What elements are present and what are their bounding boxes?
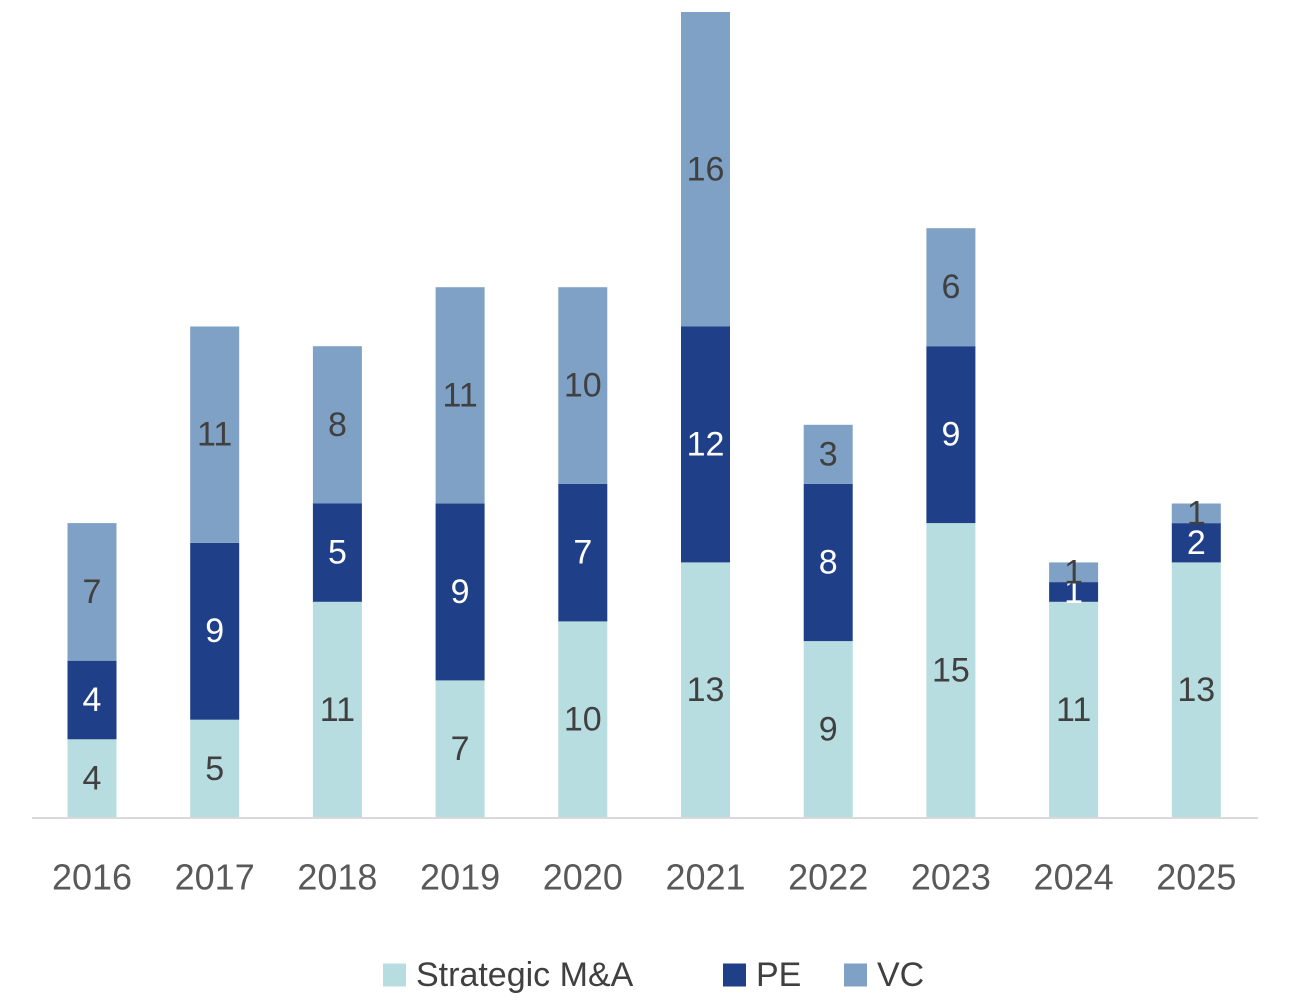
bar-pe-2018 [312, 503, 362, 602]
x-tick-label-2021: 2021 [665, 857, 745, 898]
data-label-strategic-m-a-2025: 13 [1177, 671, 1215, 709]
data-label-vc-2020: 10 [564, 367, 602, 405]
data-label-vc-2021: 16 [687, 150, 725, 188]
bar-pe-2025 [1171, 523, 1221, 563]
data-label-pe-2024: 1 [1064, 573, 1083, 611]
bar-vc-2017 [190, 326, 240, 543]
x-tick-label-2022: 2022 [788, 857, 868, 898]
x-tick-label-2023: 2023 [911, 857, 991, 898]
x-tick-label-2016: 2016 [52, 857, 132, 898]
data-label-strategic-m-a-2017: 5 [205, 750, 224, 788]
data-label-vc-2023: 6 [941, 268, 960, 306]
data-label-vc-2024: 1 [1064, 553, 1083, 591]
bar-vc-2025 [1171, 503, 1221, 524]
legend: Strategic M&A PE VC [383, 956, 924, 994]
bar-strategic-m-a-2017 [190, 719, 240, 818]
legend-label-vc: VC [877, 956, 924, 994]
data-label-vc-2019: 11 [442, 376, 477, 414]
bars-layer: 4475911115879111071013121698315961111132… [67, 12, 1221, 818]
x-tick-label-2025: 2025 [1156, 857, 1236, 898]
data-label-pe-2020: 7 [573, 534, 592, 572]
x-tick-label-2020: 2020 [543, 857, 623, 898]
bar-vc-2024 [1049, 562, 1099, 583]
x-tick-label-2018: 2018 [297, 857, 377, 898]
bar-pe-2023 [926, 346, 976, 524]
bar-vc-2019 [435, 287, 485, 504]
data-label-vc-2017: 11 [197, 416, 232, 454]
data-label-strategic-m-a-2021: 13 [687, 671, 725, 709]
legend-swatch-strategic-m-a [383, 963, 406, 987]
bar-vc-2018 [312, 346, 362, 504]
legend-swatch-vc [844, 963, 867, 987]
data-label-strategic-m-a-2024: 11 [1056, 691, 1091, 729]
data-label-vc-2025: 1 [1187, 494, 1206, 532]
data-label-strategic-m-a-2023: 15 [932, 652, 970, 690]
legend-label-pe: PE [756, 956, 801, 994]
bar-vc-2022 [803, 424, 853, 484]
bar-pe-2017 [190, 542, 240, 720]
bar-strategic-m-a-2022 [803, 641, 853, 818]
data-label-vc-2022: 3 [819, 435, 838, 473]
data-label-vc-2016: 7 [83, 573, 102, 611]
bar-pe-2016 [67, 660, 117, 740]
bar-vc-2023 [926, 228, 976, 347]
bar-pe-2020 [558, 483, 608, 622]
bar-vc-2021 [681, 12, 730, 327]
bar-pe-2021 [681, 326, 730, 563]
data-label-vc-2018: 8 [328, 406, 347, 444]
data-label-strategic-m-a-2020: 10 [564, 701, 602, 739]
bar-strategic-m-a-2018 [312, 601, 362, 818]
bar-strategic-m-a-2016 [67, 739, 117, 818]
bar-strategic-m-a-2020 [558, 621, 608, 818]
data-label-pe-2025: 2 [1187, 524, 1206, 562]
bar-vc-2016 [67, 523, 117, 661]
bar-strategic-m-a-2024 [1049, 601, 1099, 818]
bar-strategic-m-a-2023 [926, 523, 976, 818]
data-label-pe-2021: 12 [687, 426, 725, 464]
x-tick-label-2024: 2024 [1034, 857, 1114, 898]
x-tick-label-2019: 2019 [420, 857, 500, 898]
bar-pe-2019 [435, 503, 485, 681]
bar-pe-2022 [803, 483, 853, 642]
data-label-strategic-m-a-2022: 9 [819, 711, 838, 749]
data-label-strategic-m-a-2016: 4 [83, 760, 102, 798]
x-tick-labels: 2016 2017 2018 2019 2020 2021 2022 2023 2024 2025 [52, 857, 1236, 898]
x-tick-label-2017: 2017 [175, 857, 255, 898]
data-label-pe-2022: 8 [819, 543, 838, 581]
bar-strategic-m-a-2025 [1171, 562, 1221, 818]
legend-swatch-pe [723, 963, 746, 987]
data-label-strategic-m-a-2018: 11 [320, 691, 355, 729]
data-label-pe-2017: 9 [205, 612, 224, 650]
bar-vc-2020 [558, 287, 608, 484]
data-label-strategic-m-a-2019: 7 [451, 730, 470, 768]
legend-label-strategic-m-a: Strategic M&A [416, 956, 634, 994]
bar-strategic-m-a-2019 [435, 680, 485, 818]
data-label-pe-2018: 5 [328, 534, 347, 572]
data-label-pe-2019: 9 [451, 573, 470, 611]
bar-pe-2024 [1049, 582, 1099, 602]
data-label-pe-2023: 9 [941, 416, 960, 454]
bar-strategic-m-a-2021 [681, 562, 730, 818]
data-label-pe-2016: 4 [83, 681, 102, 719]
